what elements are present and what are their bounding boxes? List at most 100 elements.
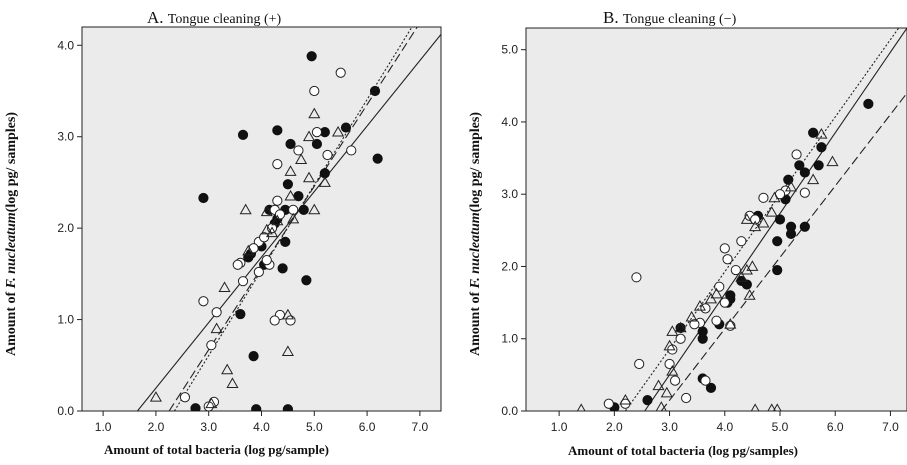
panel-a-point-open-circle [206,340,217,351]
panel-b-point-filled-circle [808,127,819,138]
panel-b-point-filled-circle [705,382,717,393]
panel-b-point-filled-circle [697,333,708,344]
panel-a-point-open-circle [309,85,320,97]
panel-b-point-open-triangle [757,216,770,228]
panel-b-point-open-triangle [693,300,706,311]
panel-b-point-open-circle [736,236,747,247]
panel-a-x-tick-label: 1.0 [95,420,112,434]
panel-b-point-open-triangle [735,271,748,282]
panel-a-point-open-triangle [226,377,239,388]
panel-b-point-open-triangle [740,263,753,275]
panel-a-point-filled-circle [369,85,381,97]
panel-b-point-open-circle [730,264,741,276]
panel-b-point-open-circle [758,192,769,203]
panel-a-x-tick-label: 4.0 [253,420,270,434]
panel-a-point-filled-circle [235,308,246,320]
panel-b-x-tick-label: 7.0 [882,420,899,434]
panel-b-point-open-triangle [746,260,759,271]
panel-b-point-open-triangle [652,379,665,391]
panel-a-point-open-triangle [218,281,231,292]
panel-b-title: B. Tongue cleaning (−) [603,8,736,28]
panel-a-point-open-triangle [149,391,162,402]
panel-a-point-open-circle [272,195,283,206]
panel-b-y-tick-label: 4.0 [501,115,518,129]
panel-a-point-filled-circle [280,236,291,247]
panel-a-point-open-triangle [265,226,279,238]
panel-b-point-filled-circle [774,214,786,225]
panel-b-point-open-circle [634,358,645,370]
panel-b-point-filled-circle [794,160,805,171]
panel-b-x-tick-label: 5.0 [772,420,789,434]
panel-b-point-filled-circle [813,160,824,171]
panel-a-point-open-circle [272,159,283,170]
panel-b-point-open-triangle [772,403,782,411]
panel-a-point-filled-circle [285,138,296,150]
panel-b-point-open-circle [791,149,802,160]
panel-b-point-open-triangle [666,325,679,336]
panel-b-point-open-triangle [768,191,781,203]
panel-b-x-axis-label: Amount of total bacteria (log pg/samples… [568,443,799,458]
panel-b-point-open-triangle [826,155,839,167]
panel-b-point-filled-circle [785,228,797,240]
panel-b-point-filled-circle [772,264,783,276]
panel-b-fit-line-open-circle [624,28,900,411]
panel-a-point-open-circle [198,296,209,307]
panel-a-title-text: Tongue cleaning (+) [167,12,282,27]
panel-a-point-open-circle [203,401,214,411]
panel-a-y-tick-label: 1.0 [57,313,74,327]
panel-a-point-filled-circle [372,153,383,164]
panel-b-point-open-triangle [674,321,687,333]
panel-a-point-open-circle [179,392,191,403]
panel-a-point-open-triangle [284,165,297,176]
panel-b-point-filled-circle [799,221,810,232]
panel-a-point-open-circle [311,127,323,138]
panel-b-point-filled-circle [642,395,653,406]
panel-b-y-tick-label: 0.0 [501,404,518,418]
panel-b-point-filled-circle [816,142,827,153]
panel-b-marks [576,28,907,411]
panel-b-point-open-circle [719,297,730,308]
panel-b-point-open-circle [669,375,681,386]
panel-b-point-filled-circle [799,167,810,178]
panel-a-point-open-triangle [210,322,223,334]
panel-b-point-open-circle [719,243,730,254]
panel-a-point-open-triangle [271,214,284,226]
panel-b-point-open-circle [750,214,761,225]
panel-a-point-open-triangle [308,107,321,119]
panel-b-x-tick-label: 3.0 [661,420,678,434]
panel-b-point-open-triangle [704,292,718,304]
panel-b-point-open-circle [631,272,642,283]
panel-b-point-open-circle [681,392,692,404]
panel-a-point-filled-circle [306,51,317,62]
panel-b-point-open-circle [725,320,736,331]
panel-b-point-open-circle [603,398,614,409]
panel-b-x-tick-label: 1.0 [551,420,568,434]
panel-a-point-open-circle [253,266,264,278]
panel-b-point-open-triangle [807,173,820,185]
panel-a-point-open-circle [346,145,357,156]
panel-b-point-open-triangle [743,289,756,300]
panel-a-point-filled-circle [272,125,283,136]
panel-b-point-open-triangle [710,287,723,299]
panel-b-y-tick-label: 3.0 [501,187,518,201]
panel-a-y-tick-label: 2.0 [57,221,74,235]
panel-a-x-tick-label: 5.0 [306,420,323,434]
panel-b-point-open-circle [689,319,700,330]
panel-a-point-open-circle [232,259,243,270]
panel-a-x-axis-label: Amount of total bacteria (log pg/sample) [104,442,329,457]
panel-b-point-open-triangle [749,220,762,232]
panel-a-point-filled-circle [277,263,288,274]
panel-b-point-open-triangle [660,386,673,398]
panel-a-point-filled-circle [248,351,259,362]
panel-b-point-open-triangle [815,128,828,139]
panel-a-x-tick-label: 2.0 [148,420,165,434]
panel-b-point-open-circle [675,333,686,344]
panel-a-point-open-triangle [295,153,308,164]
panel-b-x-tick-label: 6.0 [827,420,844,434]
panel-a-x-tick-label: 6.0 [359,420,376,434]
panel-a-point-filled-circle [282,179,293,190]
panel-b-point-open-triangle [619,393,632,405]
panel-b-title-text: Tongue cleaning (−) [622,12,737,27]
panel-a-point-open-triangle [287,212,300,224]
panel-a-point-filled-circle [190,403,201,411]
